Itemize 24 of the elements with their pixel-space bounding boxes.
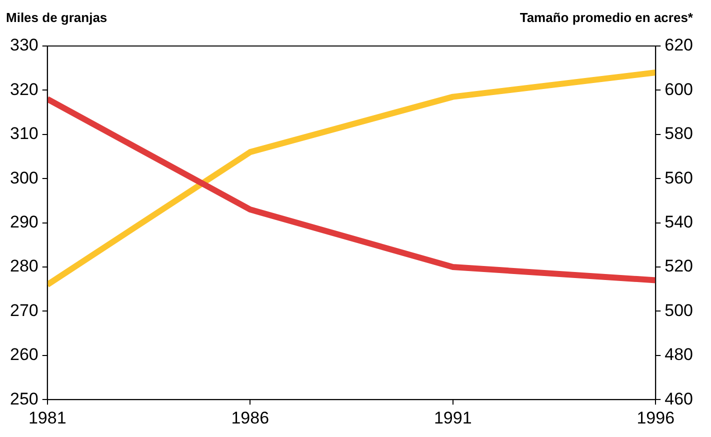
x-tick-label: 1991 bbox=[434, 408, 472, 428]
y-tick-label: 280 bbox=[10, 256, 38, 276]
x-tick-label: 1981 bbox=[28, 408, 66, 428]
y2-tick-label: 500 bbox=[664, 300, 694, 320]
y-tick-label: 290 bbox=[10, 212, 38, 232]
y-tick-label: 330 bbox=[10, 36, 38, 55]
y2-tick-label: 560 bbox=[664, 168, 694, 188]
y2-tick-label: 540 bbox=[664, 212, 694, 232]
y2-tick-label: 600 bbox=[664, 80, 694, 99]
y-tick-label: 320 bbox=[10, 80, 38, 99]
y2-axis-title: Tamaño promedio en acres* bbox=[520, 10, 693, 25]
y-tick-label: 260 bbox=[10, 345, 38, 364]
y-tick-label: 310 bbox=[10, 124, 38, 144]
y-tick-label: 250 bbox=[10, 389, 38, 408]
y2-tick-label: 520 bbox=[664, 256, 694, 276]
y2-tick-label: 580 bbox=[664, 124, 694, 144]
y-axis-title: Miles de granjas bbox=[6, 10, 108, 25]
y-tick-label: 300 bbox=[10, 168, 38, 188]
y2-tick-label: 620 bbox=[664, 36, 694, 55]
x-tick-label: 1996 bbox=[636, 408, 675, 428]
y2-tick-label: 460 bbox=[664, 389, 694, 408]
y-tick-label: 270 bbox=[10, 300, 38, 320]
x-tick-label: 1986 bbox=[231, 408, 270, 428]
y2-tick-label: 480 bbox=[664, 345, 694, 364]
